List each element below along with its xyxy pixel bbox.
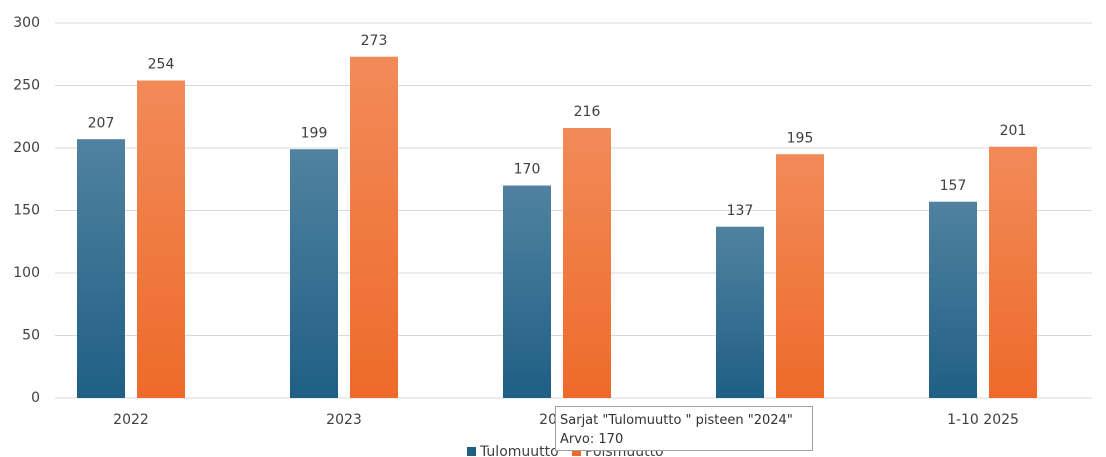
bar-shine: [776, 154, 824, 398]
bar-shine: [716, 226, 764, 398]
legend-swatch: [467, 447, 476, 456]
bar-shine: [503, 185, 551, 398]
bar-shine: [929, 201, 977, 398]
bar-shine: [989, 146, 1037, 398]
data-label: 207: [88, 115, 115, 131]
data-label: 216: [574, 104, 601, 120]
data-label: 199: [301, 125, 328, 141]
data-label: 254: [148, 57, 175, 73]
data-label: 157: [940, 178, 967, 194]
data-label: 137: [727, 203, 754, 219]
bar-shine: [290, 149, 338, 398]
y-tick-label: 150: [13, 203, 40, 219]
data-label: 170: [514, 162, 541, 178]
y-tick-label: 200: [13, 140, 40, 156]
y-tick-label: 100: [13, 265, 40, 281]
tooltip: Sarjat "Tulomuutto " pisteen "2024" Arvo:…: [555, 406, 813, 451]
x-tick-label: 2022: [113, 412, 149, 428]
bar-shine: [77, 139, 125, 398]
y-tick-label: 250: [13, 78, 40, 94]
bar-shine: [137, 80, 185, 398]
legend-label: Tulomuutto: [479, 444, 559, 457]
x-tick-label: 2023: [326, 412, 362, 428]
tooltip-line: Sarjat "Tulomuutto " pisteen "2024": [560, 413, 793, 428]
tooltip-line: Arvo: 170: [560, 432, 623, 447]
y-tick-label: 300: [13, 15, 40, 31]
legend-swatch: [572, 447, 581, 456]
data-label: 195: [787, 130, 814, 146]
tooltip-box: [555, 406, 813, 451]
y-tick-label: 50: [22, 328, 40, 344]
data-label: 273: [361, 33, 388, 49]
y-tick-label: 0: [31, 390, 40, 406]
bar-shine: [563, 128, 611, 398]
data-label: 201: [1000, 123, 1027, 139]
bar-shine: [350, 56, 398, 398]
x-tick-label: 1-10 2025: [947, 412, 1019, 428]
